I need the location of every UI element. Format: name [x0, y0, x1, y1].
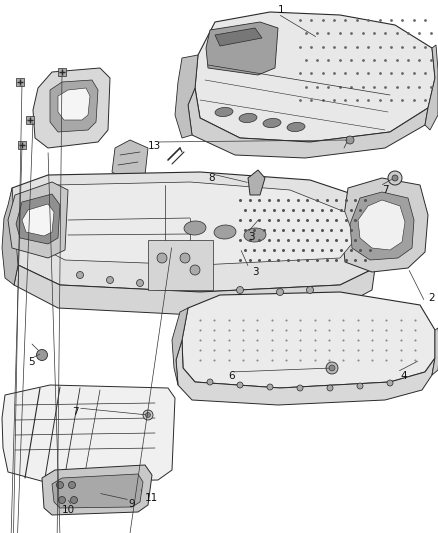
Polygon shape [58, 88, 90, 120]
Polygon shape [52, 474, 143, 508]
Circle shape [157, 253, 167, 263]
Ellipse shape [239, 114, 257, 123]
Ellipse shape [287, 123, 305, 132]
Ellipse shape [215, 108, 233, 117]
Polygon shape [22, 204, 54, 236]
Bar [26, 116, 34, 124]
Circle shape [145, 413, 151, 417]
Circle shape [143, 410, 153, 420]
Text: 6: 6 [228, 371, 235, 381]
Polygon shape [425, 45, 438, 130]
Circle shape [357, 383, 363, 389]
Circle shape [207, 379, 213, 385]
Polygon shape [25, 182, 355, 265]
Circle shape [68, 481, 75, 489]
Polygon shape [358, 200, 405, 250]
Text: 9: 9 [128, 499, 134, 509]
Text: 7: 7 [382, 185, 389, 195]
Polygon shape [176, 340, 435, 405]
Polygon shape [188, 88, 428, 158]
Text: 11: 11 [145, 493, 158, 503]
Text: 3: 3 [248, 232, 254, 242]
Bar [148, 240, 213, 290]
Polygon shape [195, 12, 435, 142]
Polygon shape [112, 140, 148, 182]
Circle shape [267, 384, 273, 390]
Polygon shape [2, 385, 175, 482]
Bar [16, 78, 24, 86]
Text: 5: 5 [28, 357, 35, 367]
Ellipse shape [184, 221, 206, 235]
Circle shape [307, 287, 314, 294]
Polygon shape [16, 194, 60, 244]
Circle shape [297, 385, 303, 391]
Text: 10: 10 [62, 505, 75, 515]
Text: 13: 13 [148, 141, 161, 151]
Circle shape [276, 288, 283, 295]
Circle shape [180, 253, 190, 263]
Polygon shape [8, 182, 68, 258]
Polygon shape [33, 68, 110, 148]
Polygon shape [172, 308, 188, 385]
Text: 2: 2 [428, 293, 434, 303]
Polygon shape [14, 265, 375, 315]
Polygon shape [432, 328, 438, 375]
Polygon shape [8, 172, 380, 292]
Bar [58, 68, 66, 76]
Circle shape [57, 481, 64, 489]
Polygon shape [42, 465, 152, 515]
Polygon shape [342, 178, 428, 272]
Circle shape [106, 277, 113, 284]
Polygon shape [175, 55, 198, 138]
Ellipse shape [244, 228, 266, 242]
Polygon shape [215, 28, 262, 46]
Circle shape [327, 385, 333, 391]
Circle shape [346, 136, 354, 144]
Circle shape [137, 279, 144, 287]
Text: 3: 3 [252, 267, 258, 277]
Ellipse shape [263, 118, 281, 127]
Text: 4: 4 [400, 371, 406, 381]
Circle shape [71, 497, 78, 504]
Circle shape [388, 171, 402, 185]
Circle shape [329, 365, 335, 371]
Polygon shape [248, 170, 265, 195]
Ellipse shape [214, 225, 236, 239]
Text: 7: 7 [72, 407, 79, 417]
Circle shape [237, 287, 244, 294]
Circle shape [59, 497, 66, 504]
Polygon shape [206, 22, 278, 75]
Circle shape [36, 350, 47, 360]
Polygon shape [182, 292, 435, 388]
Circle shape [392, 175, 398, 181]
Polygon shape [2, 188, 18, 285]
Circle shape [387, 380, 393, 386]
Circle shape [237, 382, 243, 388]
Bar [18, 141, 26, 149]
Text: 1: 1 [278, 5, 285, 15]
Polygon shape [350, 192, 414, 260]
Text: 8: 8 [208, 173, 215, 183]
Polygon shape [50, 80, 98, 132]
Circle shape [326, 362, 338, 374]
Circle shape [190, 265, 200, 275]
Circle shape [77, 271, 84, 279]
